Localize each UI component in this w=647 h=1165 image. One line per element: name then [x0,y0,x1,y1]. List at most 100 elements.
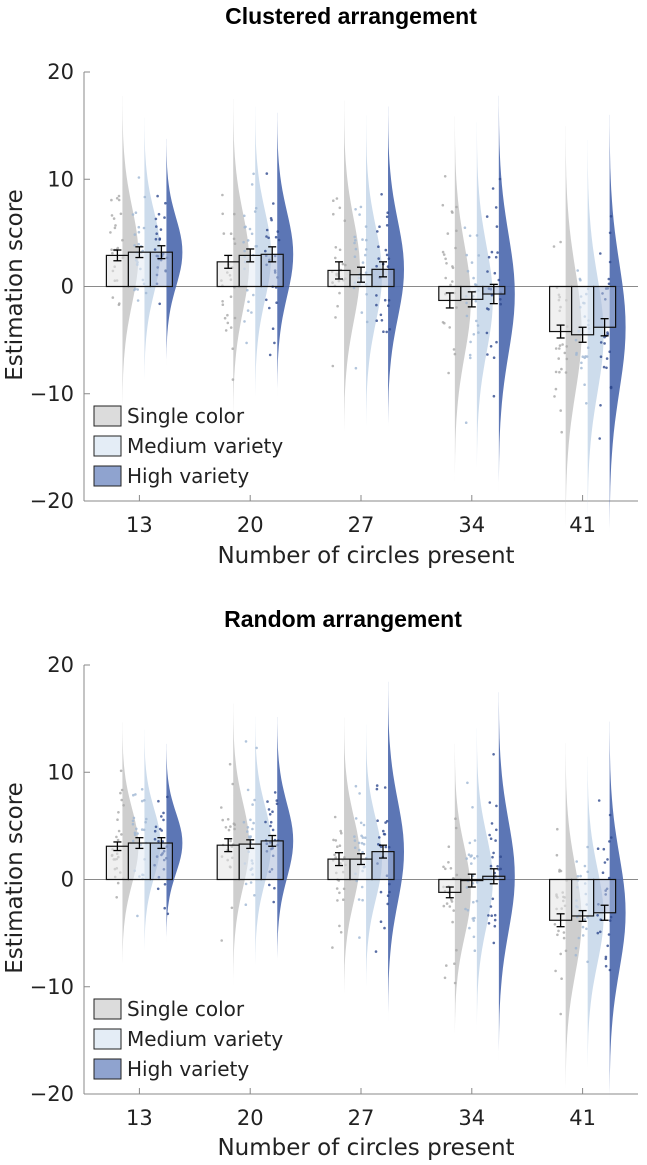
data-point [233,827,236,831]
data-point [361,898,364,902]
data-point [444,257,447,261]
data-point [554,370,558,374]
data-point [455,229,458,233]
data-point [157,799,160,803]
data-point [133,288,136,292]
data-point [488,833,491,837]
data-point [387,299,391,302]
data-point [486,353,489,356]
data-point [583,918,587,921]
data-point [475,899,479,903]
distribution-shape [476,122,493,477]
data-point [153,837,157,841]
legend-label: High variety [127,1057,249,1081]
data-point [489,864,493,868]
data-point [116,881,120,885]
data-point [467,853,471,856]
distribution-shape [476,728,493,1033]
data-point [137,225,141,229]
data-point [382,330,385,334]
data-point [353,835,356,838]
data-point [499,855,503,858]
data-point [132,816,136,820]
data-point [446,232,450,235]
data-point [364,225,368,228]
data-point [134,211,138,214]
data-point [266,800,269,803]
data-point [361,238,364,241]
data-point [229,295,233,299]
data-point [554,347,558,350]
y-tick-label: 20 [47,60,74,84]
data-point [336,304,339,308]
data-point [265,298,268,302]
data-point [489,345,493,348]
data-point [468,841,472,845]
data-point [470,261,474,264]
data-point [143,195,147,199]
data-point [222,232,226,235]
data-point [252,821,255,825]
data-point [220,806,223,809]
chart-panel-random: Random arrangement Estimation score Numb… [2,606,638,1161]
data-point [160,815,163,818]
distribution-shape [454,116,471,485]
data-point [574,338,578,342]
x-tick-label: 20 [237,1106,264,1130]
data-point [163,906,166,910]
data-point [493,271,497,275]
data-point [443,976,447,980]
data-point [231,378,235,381]
data-point [252,293,255,297]
data-point [609,215,613,218]
data-point [581,925,585,929]
data-point [477,254,481,257]
data-point [609,386,613,389]
data-point [137,242,140,246]
legend-label: Single color [127,404,245,428]
data-point [249,835,252,838]
chart-title: Random arrangement [224,606,462,632]
data-point [578,277,582,281]
data-point [577,936,581,940]
data-point [140,788,144,791]
data-point [563,351,567,355]
data-point [133,233,137,236]
data-point [444,867,447,871]
data-point [120,833,123,836]
data-point [378,225,381,228]
data-point [251,803,254,806]
data-point [334,316,337,319]
legend-label: Medium variety [127,434,283,458]
data-point [494,839,497,842]
data-point [111,296,115,299]
data-point [602,847,606,851]
data-point [378,836,381,839]
data-point [144,291,148,295]
chart-panel-clustered: Clustered arrangement Estimation score N… [2,3,638,569]
data-point [117,811,120,814]
data-point [608,919,612,922]
data-point [387,257,391,261]
data-point [606,858,609,861]
data-point [554,387,558,391]
data-point [354,817,358,820]
data-point [606,944,609,948]
data-point [466,781,469,785]
data-point [492,394,496,398]
data-point [140,799,144,803]
data-point [354,366,358,370]
data-point [119,791,122,795]
legend-swatch [93,1028,122,1050]
data-point [386,211,390,214]
data-point [491,187,495,190]
data-point [155,225,158,228]
data-point [335,197,339,200]
data-point [334,246,338,249]
data-point [253,798,256,802]
data-point [383,298,387,302]
data-point [608,968,612,972]
data-point [443,175,447,178]
data-point [247,300,250,304]
data-point [465,886,469,889]
